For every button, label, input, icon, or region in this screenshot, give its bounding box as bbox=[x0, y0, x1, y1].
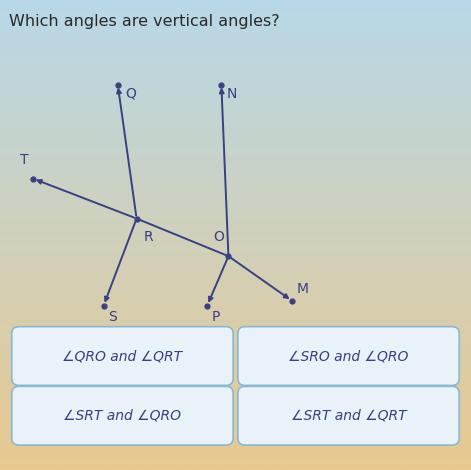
Text: ∠SRO and ∠QRO: ∠SRO and ∠QRO bbox=[288, 349, 409, 363]
Text: O: O bbox=[213, 230, 224, 244]
Text: M: M bbox=[297, 282, 309, 296]
FancyBboxPatch shape bbox=[12, 386, 233, 445]
Text: S: S bbox=[108, 310, 117, 324]
FancyBboxPatch shape bbox=[238, 327, 459, 385]
Text: ∠SRT and ∠QRO: ∠SRT and ∠QRO bbox=[64, 409, 181, 423]
Text: P: P bbox=[212, 310, 220, 324]
FancyBboxPatch shape bbox=[12, 327, 233, 385]
Text: Which angles are vertical angles?: Which angles are vertical angles? bbox=[9, 14, 280, 29]
FancyBboxPatch shape bbox=[238, 386, 459, 445]
Text: R: R bbox=[144, 230, 153, 244]
Text: T: T bbox=[20, 153, 28, 167]
Text: Q: Q bbox=[125, 87, 136, 101]
Text: ∠QRO and ∠QRT: ∠QRO and ∠QRT bbox=[62, 349, 183, 363]
Text: N: N bbox=[227, 87, 237, 101]
Text: ∠SRT and ∠QRT: ∠SRT and ∠QRT bbox=[291, 409, 406, 423]
